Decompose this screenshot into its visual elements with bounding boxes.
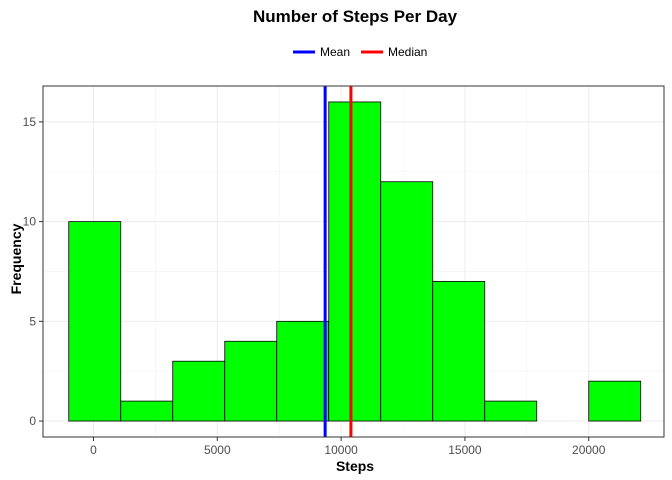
histogram-bar <box>588 380 642 422</box>
y-tick-label: 5 <box>29 314 36 328</box>
histogram-bar <box>68 221 122 422</box>
histogram-bar <box>172 360 226 422</box>
legend: Mean Median <box>293 45 427 59</box>
histogram-bar <box>380 181 434 422</box>
x-tick-label: 10000 <box>324 443 358 457</box>
legend-label-median: Median <box>388 45 427 59</box>
y-tick-label: 10 <box>23 215 37 229</box>
histogram-bar <box>484 400 538 422</box>
histogram-bar <box>120 400 174 422</box>
chart-title: Number of Steps Per Day <box>253 7 458 26</box>
x-tick-label: 5000 <box>204 443 231 457</box>
histogram-bar <box>328 101 382 422</box>
y-axis-title: Frequency <box>8 223 24 294</box>
histogram-bar <box>276 320 330 422</box>
y-tick-label: 0 <box>29 414 36 428</box>
y-tick-label: 15 <box>23 115 37 129</box>
legend-label-mean: Mean <box>320 45 350 59</box>
x-tick-label: 20000 <box>572 443 606 457</box>
x-tick-label: 0 <box>90 443 97 457</box>
plot-area: 0 5000 10000 15000 20000 0 5 10 15 <box>23 85 665 457</box>
x-axis-title: Steps <box>336 458 374 474</box>
panel-border <box>42 85 665 438</box>
x-tick-label: 15000 <box>448 443 482 457</box>
histogram-bar <box>224 340 278 422</box>
histogram-bar <box>432 281 486 422</box>
